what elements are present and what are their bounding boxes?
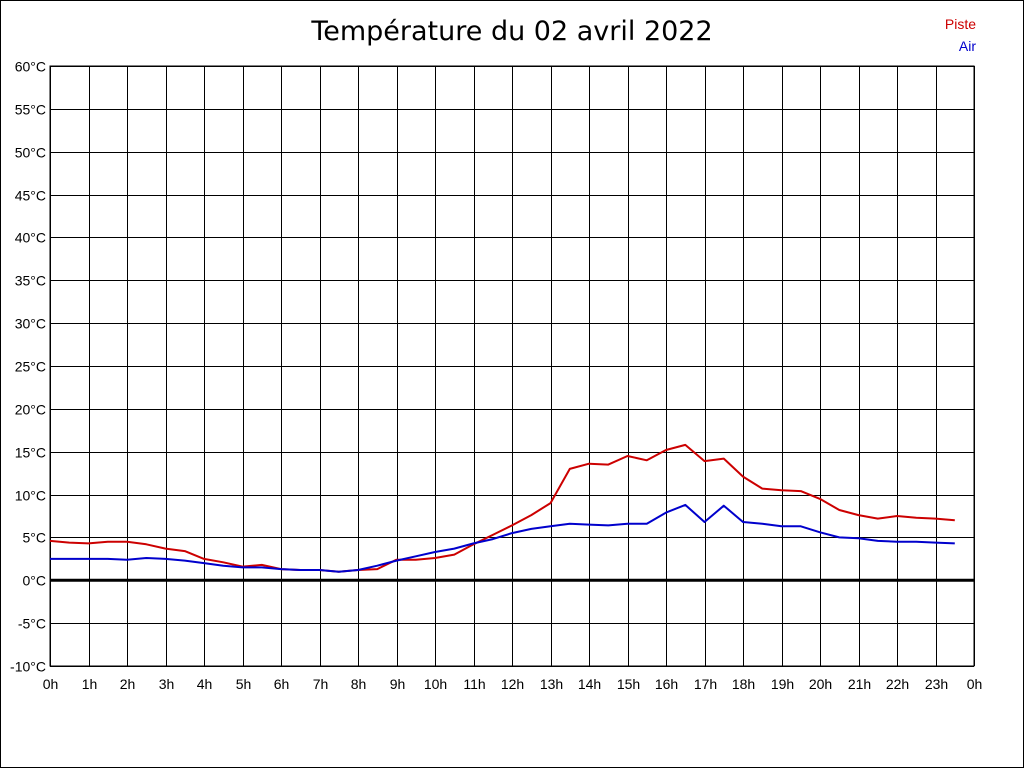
y-tick-label: 35°C: [15, 273, 46, 289]
y-tick-label: 45°C: [15, 188, 46, 204]
x-tick-label: 11h: [463, 676, 485, 692]
x-tick-label: 15h: [617, 676, 640, 692]
x-tick-label: 22h: [886, 676, 909, 692]
x-tick-label: 0h: [967, 676, 983, 692]
legend: Piste Air: [945, 13, 976, 57]
series-line-air: [50, 503, 955, 573]
series-line-piste: [49, 443, 955, 573]
legend-entry-piste: Piste: [944, 16, 976, 32]
x-tick-label: 17h: [694, 676, 717, 692]
y-tick-label: 10°C: [15, 488, 46, 504]
y-tick-label: 5°C: [23, 530, 47, 546]
y-tick-label: -5°C: [18, 616, 46, 632]
y-tick-label: 60°C: [15, 59, 46, 75]
x-tick-label: 8h: [351, 676, 367, 692]
y-tick-label: 55°C: [15, 102, 46, 118]
y-tick-label: 50°C: [15, 145, 46, 161]
y-tick-label: 30°C: [15, 316, 46, 332]
chart-title: Température du 02 avril 2022: [311, 16, 713, 47]
x-tick-label: 0h: [43, 676, 59, 692]
x-tick-label: 12h: [501, 676, 524, 692]
x-tick-label: 7h: [313, 676, 329, 692]
y-tick-label: 40°C: [15, 230, 46, 246]
y-tick-label: -10°C: [10, 659, 46, 675]
x-tick-label: 20h: [809, 676, 832, 692]
x-tick-label: 4h: [197, 676, 213, 692]
y-tick-label: 25°C: [15, 359, 46, 375]
x-tick-label: 13h: [540, 676, 563, 692]
x-tick-label: 21h: [848, 676, 871, 692]
x-tick-label: 16h: [655, 676, 678, 692]
y-tick-label: 15°C: [15, 445, 46, 461]
x-tick-label: 19h: [771, 676, 794, 692]
x-tick-label: 18h: [732, 676, 755, 692]
x-tick-label: 23h: [925, 676, 948, 692]
y-tick-label: 0°C: [23, 573, 47, 589]
x-tick-label: 1h: [82, 676, 98, 692]
y-tick-label: 20°C: [15, 402, 46, 418]
x-tick-label: 14h: [578, 676, 601, 692]
x-tick-label: 6h: [274, 676, 290, 692]
x-tick-label: 9h: [390, 676, 406, 692]
legend-entry-air: Air: [958, 38, 976, 54]
x-tick-label: 2h: [120, 676, 136, 692]
tick-labels: 0h 1h 2h 3h 4h 5h 6h 7h 8h 9h 10h 11h 12h 13h 14h 15h 16…: [10, 59, 982, 693]
x-tick-label: 3h: [159, 676, 175, 692]
x-tick-label: 10h: [424, 676, 447, 692]
grid: [49, 65, 975, 667]
x-tick-label: 5h: [236, 676, 252, 692]
series-layer: [49, 443, 955, 573]
